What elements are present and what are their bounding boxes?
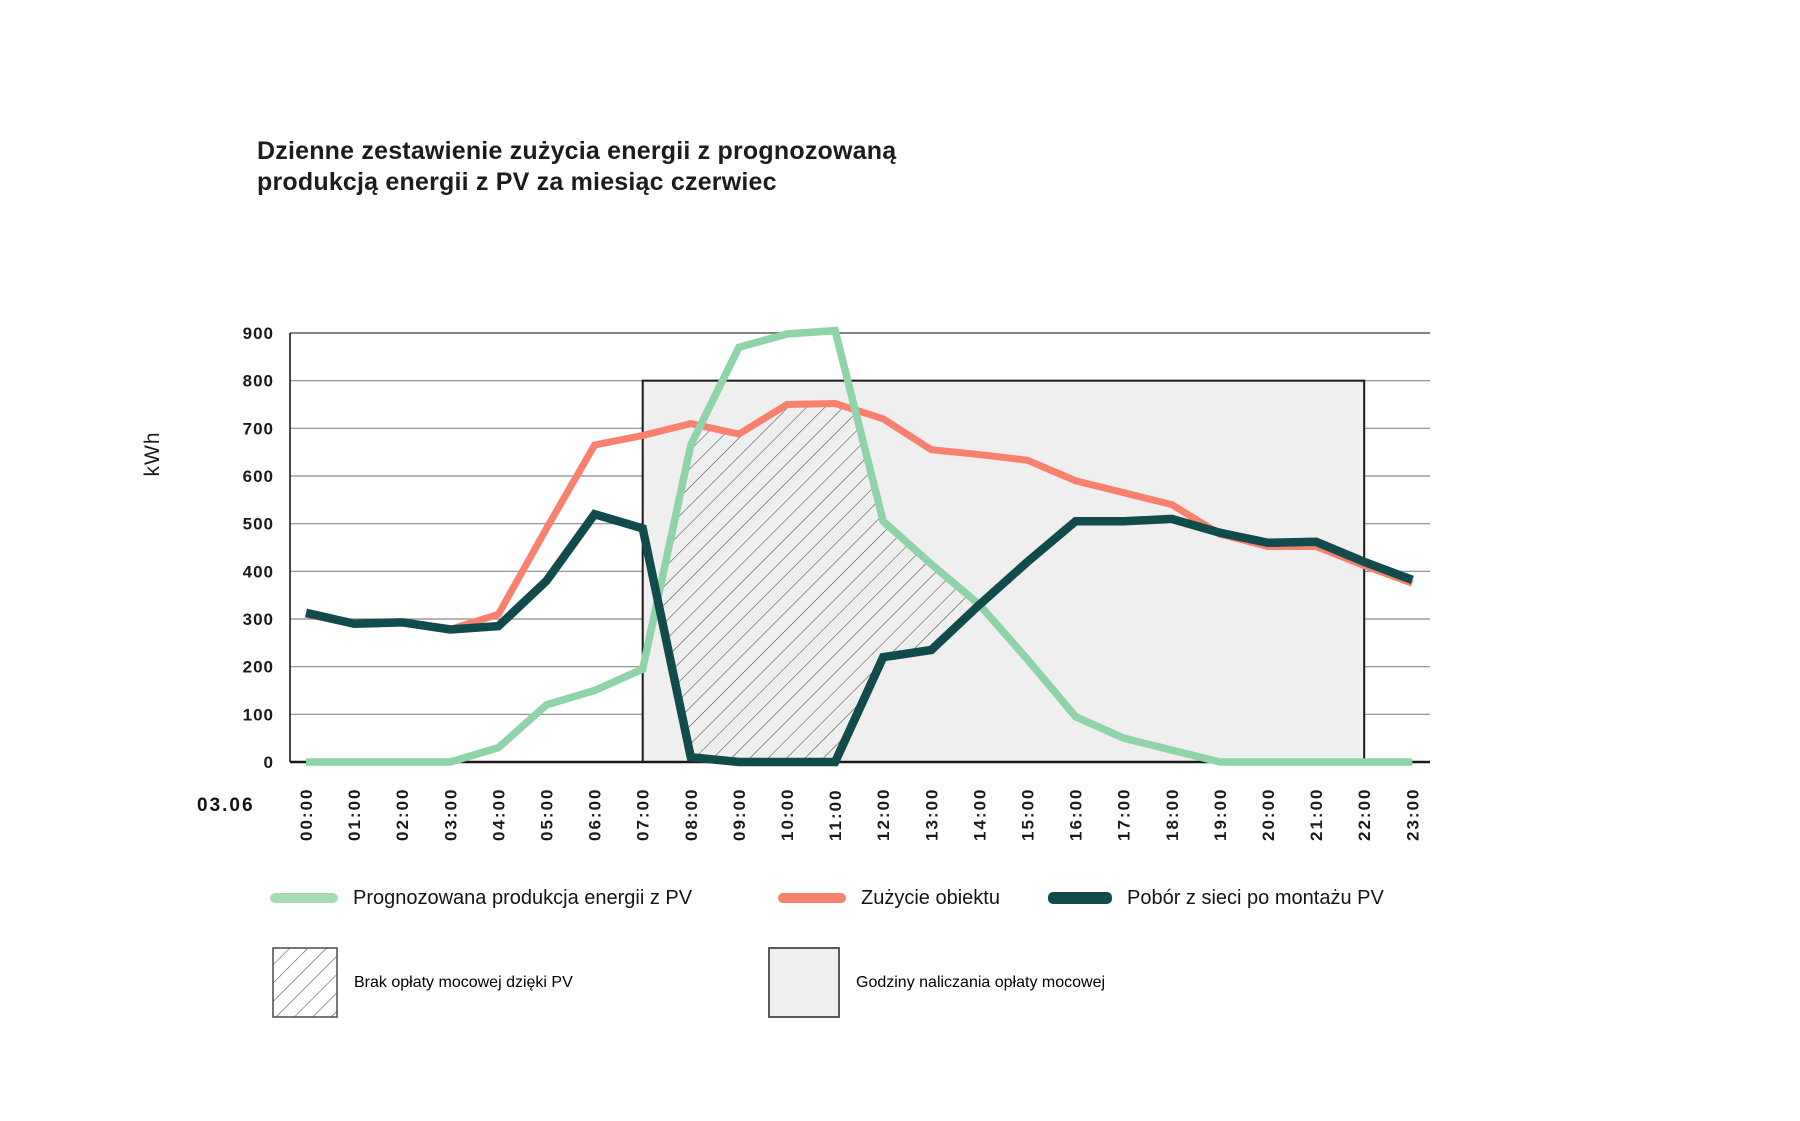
x-tick-label: 23:00 [1403,788,1422,841]
y-tick-label: 800 [243,372,274,391]
x-tick-label: 11:00 [826,788,845,841]
y-tick-label: 0 [264,753,274,772]
x-tick-label: 12:00 [874,788,893,841]
pv-no-fee-polygon [658,403,980,762]
legend-label-fee-hours: Godziny naliczania opłaty mocowej [856,973,1106,991]
x-tick-label: 10:00 [778,788,797,841]
legend-item-grid-draw: Pobór z sieci po montażu PV [1048,884,1384,912]
x-tick-label: 03:00 [441,788,460,841]
x-tick-label: 17:00 [1115,788,1134,841]
grid-draw-line-swatch [1048,892,1112,904]
legend-item-no-fee-area: Brak opłaty mocowej dzięki PV [272,947,573,1018]
y-tick-label: 900 [243,324,274,343]
x-tick-label: 14:00 [970,788,989,841]
x-tick-label: 16:00 [1067,788,1086,841]
series-lines [305,326,1414,767]
x-tick-label: 00:00 [297,788,316,841]
pv-production-line-swatch [270,893,338,903]
y-tick-label: 300 [243,610,274,629]
legend-label-no-fee-area: Brak opłaty mocowej dzięki PV [354,973,573,991]
legend-label-pv-production: Prognozowana produkcja energii z PV [353,886,693,909]
hatch-swatch [272,947,338,1018]
x-tick-label: 06:00 [586,788,605,841]
x-tick-label: 09:00 [730,788,749,841]
x-tick-label: 18:00 [1163,788,1182,841]
legend-item-pv-production: Prognozowana produkcja energii z PV [270,884,692,912]
x-tick-label: 08:00 [682,788,701,841]
x-tick-label: 02:00 [393,788,412,841]
x-tick-label: 05:00 [538,788,557,841]
x-tick-label: 04:00 [489,788,508,841]
consumption-line-swatch [778,893,846,903]
legend-label-consumption: Zużycie obiektu [861,886,1000,909]
x-tick-label: 19:00 [1211,788,1230,841]
chart-title-line1: Dzienne zestawienie zużycia energii z pr… [257,137,897,165]
x-tick-label: 22:00 [1355,788,1374,841]
x-tick-label: 15:00 [1019,788,1038,841]
x-tick-label: 13:00 [922,788,941,841]
y-tick-label: 600 [243,467,274,486]
y-tick-label: 200 [243,658,274,677]
chart-title: Dzienne zestawienie zużycia energii z pr… [257,136,896,198]
y-tick-label: 100 [243,705,274,724]
series-line-teal [305,509,1414,767]
y-tick-labels: 0 100 200 300 400 500 600 700 800 900 [243,324,274,772]
y-tick-label: 400 [243,562,274,581]
x-tick-label: 01:00 [345,788,364,841]
gray-region-swatch [768,947,840,1018]
x-tick-label: 21:00 [1307,788,1326,841]
x-axis-date-label: 03.06 [197,795,255,816]
series-line-green [306,326,1413,766]
x-tick-labels: 00:00 01:00 02:00 03:00 04:00 05:00 06:00 07:00… [297,788,1422,841]
x-tick-label: 07:00 [634,788,653,841]
legend-item-fee-hours: Godziny naliczania opłaty mocowej [768,947,1105,1018]
chart-title-line2: produkcją energii z PV za miesiąc czerwi… [257,168,777,196]
legend-item-consumption: Zużycie obiektu [778,884,1000,912]
legend-label-grid-draw: Pobór z sieci po montażu PV [1127,886,1384,909]
y-tick-label: 700 [243,419,274,438]
pv-no-fee-hatch-area [658,403,980,762]
y-tick-label: 500 [243,515,274,534]
x-tick-label: 20:00 [1259,788,1278,841]
